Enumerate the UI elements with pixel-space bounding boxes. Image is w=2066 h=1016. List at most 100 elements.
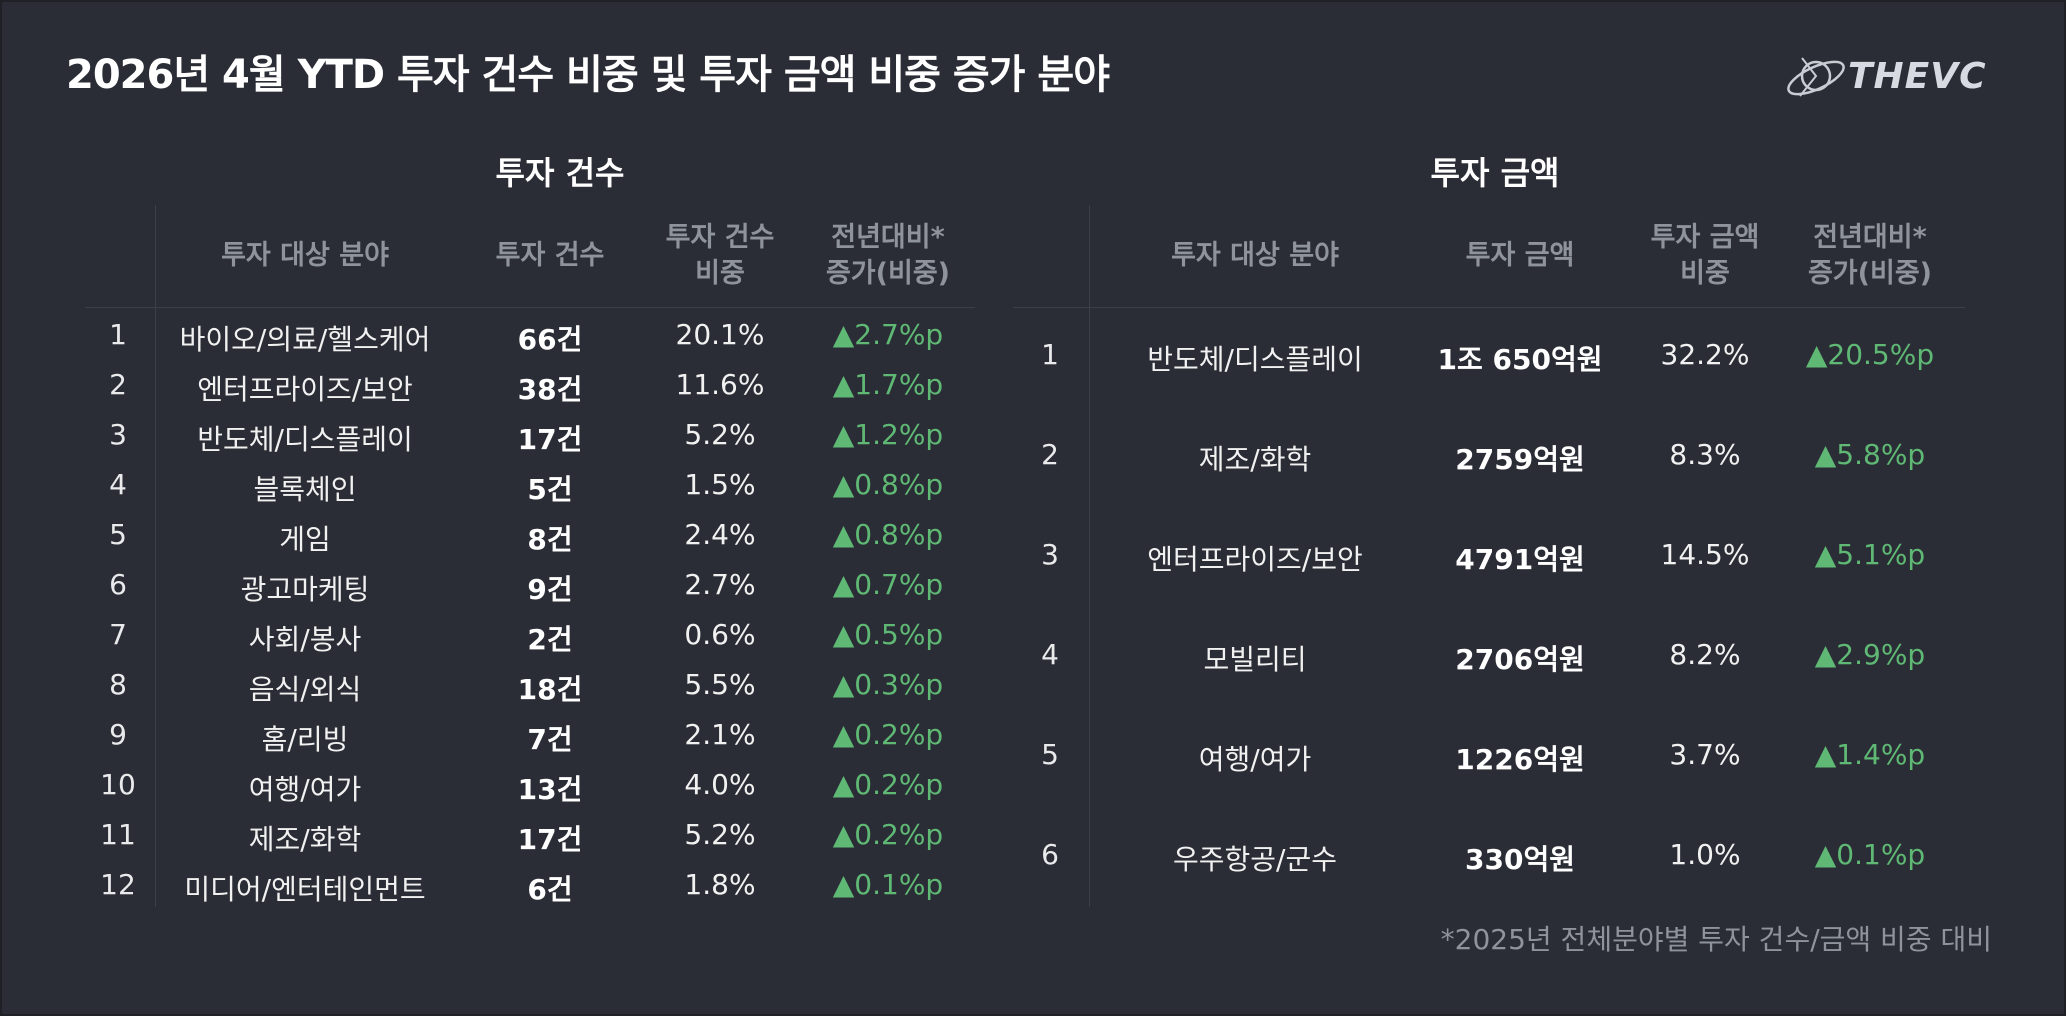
- count-share: 5.2%: [684, 818, 756, 851]
- count-header-rule: [85, 307, 975, 308]
- count-field: 홈/리빙: [261, 723, 349, 756]
- count-share: 2.1%: [684, 718, 756, 751]
- count-rank: 10: [100, 768, 136, 801]
- count-field: 반도체/디스플레이: [197, 423, 413, 456]
- count-rank: 6: [109, 568, 127, 601]
- count-rank: 12: [100, 868, 136, 901]
- count-col-share-header: 투자 건수 비중: [665, 222, 775, 289]
- count-increase: ▲0.5%p: [832, 618, 944, 651]
- amount-field: 여행/여가: [1198, 743, 1312, 776]
- amount-increase: ▲5.8%p: [1814, 438, 1926, 471]
- count-count: 66건: [517, 323, 583, 356]
- amount-share: 8.3%: [1669, 438, 1741, 471]
- amount-share: 14.5%: [1660, 538, 1750, 571]
- count-share: 20.1%: [675, 318, 765, 351]
- count-count: 9건: [527, 573, 573, 606]
- count-increase: ▲0.2%p: [832, 718, 944, 751]
- amount-section-title: 투자 금액: [1430, 154, 1560, 192]
- count-rank: 8: [109, 668, 127, 701]
- amount-share: 8.2%: [1669, 638, 1741, 671]
- amount-table-divider: [1089, 205, 1090, 907]
- count-increase: ▲1.7%p: [832, 368, 944, 401]
- amount-amount: 330억원: [1465, 843, 1575, 876]
- count-count: 18건: [517, 673, 583, 706]
- count-rank: 7: [109, 618, 127, 651]
- count-col-increase-header: 전년대비* 증가(비중): [825, 222, 951, 289]
- count-count: 2건: [527, 623, 573, 656]
- amount-amount: 1조 650억원: [1437, 343, 1603, 376]
- count-share: 5.5%: [684, 668, 756, 701]
- amount-share: 32.2%: [1660, 338, 1750, 371]
- count-share: 5.2%: [684, 418, 756, 451]
- count-count: 17건: [517, 423, 583, 456]
- count-section-title: 투자 건수: [495, 154, 625, 192]
- count-share: 11.6%: [675, 368, 765, 401]
- count-field: 미디어/엔터테인먼트: [184, 873, 426, 906]
- count-increase: ▲0.7%p: [832, 568, 944, 601]
- count-increase: ▲0.1%p: [832, 868, 944, 901]
- count-field: 여행/여가: [248, 773, 362, 806]
- count-field: 엔터프라이즈/보안: [197, 373, 413, 406]
- amount-amount: 1226억원: [1455, 743, 1585, 776]
- count-increase: ▲2.7%p: [832, 318, 944, 351]
- page-title: 2026년 4월 YTD 투자 건수 비중 및 투자 금액 비중 증가 분야: [66, 52, 1110, 98]
- amount-col-increase-header: 전년대비* 증가(비중): [1807, 222, 1933, 289]
- count-field: 제조/화학: [248, 823, 362, 856]
- count-increase: ▲0.3%p: [832, 668, 944, 701]
- count-count: 5건: [527, 473, 573, 506]
- count-count: 6건: [527, 873, 573, 906]
- count-table-divider: [155, 205, 156, 907]
- amount-rank: 6: [1041, 838, 1059, 871]
- count-rank: 5: [109, 518, 127, 551]
- count-field: 바이오/의료/헬스케어: [179, 323, 431, 356]
- count-increase: ▲1.2%p: [832, 418, 944, 451]
- amount-rank: 1: [1041, 338, 1059, 371]
- count-field: 블록체인: [253, 473, 357, 506]
- amount-increase: ▲20.5%p: [1805, 338, 1935, 371]
- count-rank: 9: [109, 718, 127, 751]
- footnote: *2025년 전체분야별 투자 건수/금액 비중 대비: [1440, 923, 1992, 956]
- amount-rank: 3: [1041, 538, 1059, 571]
- count-col-count-header: 투자 건수: [495, 240, 605, 271]
- count-count: 7건: [527, 723, 573, 756]
- count-share: 2.7%: [684, 568, 756, 601]
- count-count: 38건: [517, 373, 583, 406]
- amount-col-field-header: 투자 대상 분야: [1171, 240, 1339, 271]
- amount-increase: ▲5.1%p: [1814, 538, 1926, 571]
- logo-emblem-icon: [1787, 57, 1845, 97]
- count-rank: 11: [100, 818, 136, 851]
- count-increase: ▲0.2%p: [832, 768, 944, 801]
- count-count: 13건: [517, 773, 583, 806]
- amount-increase: ▲1.4%p: [1814, 738, 1926, 771]
- count-rank: 2: [109, 368, 127, 401]
- amount-share: 1.0%: [1669, 838, 1741, 871]
- amount-field: 우주항공/군수: [1173, 843, 1337, 876]
- amount-amount: 2759억원: [1455, 443, 1585, 476]
- amount-col-amount-header: 투자 금액: [1465, 240, 1575, 271]
- count-increase: ▲0.8%p: [832, 518, 944, 551]
- amount-amount: 2706억원: [1455, 643, 1585, 676]
- count-share: 1.8%: [684, 868, 756, 901]
- amount-rank: 4: [1041, 638, 1059, 671]
- count-rank: 3: [109, 418, 127, 451]
- count-count: 17건: [517, 823, 583, 856]
- amount-field: 모빌리티: [1203, 643, 1307, 676]
- amount-field: 제조/화학: [1198, 443, 1312, 476]
- count-share: 2.4%: [684, 518, 756, 551]
- count-field: 음식/외식: [248, 673, 362, 706]
- count-share: 1.5%: [684, 468, 756, 501]
- amount-field: 엔터프라이즈/보안: [1147, 543, 1363, 576]
- amount-field: 반도체/디스플레이: [1147, 343, 1363, 376]
- count-share: 0.6%: [684, 618, 756, 651]
- count-field: 광고마케팅: [240, 573, 370, 606]
- logo-text: THEVC: [1848, 56, 1987, 97]
- thevc-logo: THEVC: [1776, 46, 2008, 110]
- count-col-field-header: 투자 대상 분야: [221, 240, 389, 271]
- count-rank: 4: [109, 468, 127, 501]
- amount-share: 3.7%: [1669, 738, 1741, 771]
- amount-rank: 2: [1041, 438, 1059, 471]
- count-field: 게임: [279, 523, 331, 556]
- amount-increase: ▲2.9%p: [1814, 638, 1926, 671]
- amount-header-rule: [1013, 307, 1965, 308]
